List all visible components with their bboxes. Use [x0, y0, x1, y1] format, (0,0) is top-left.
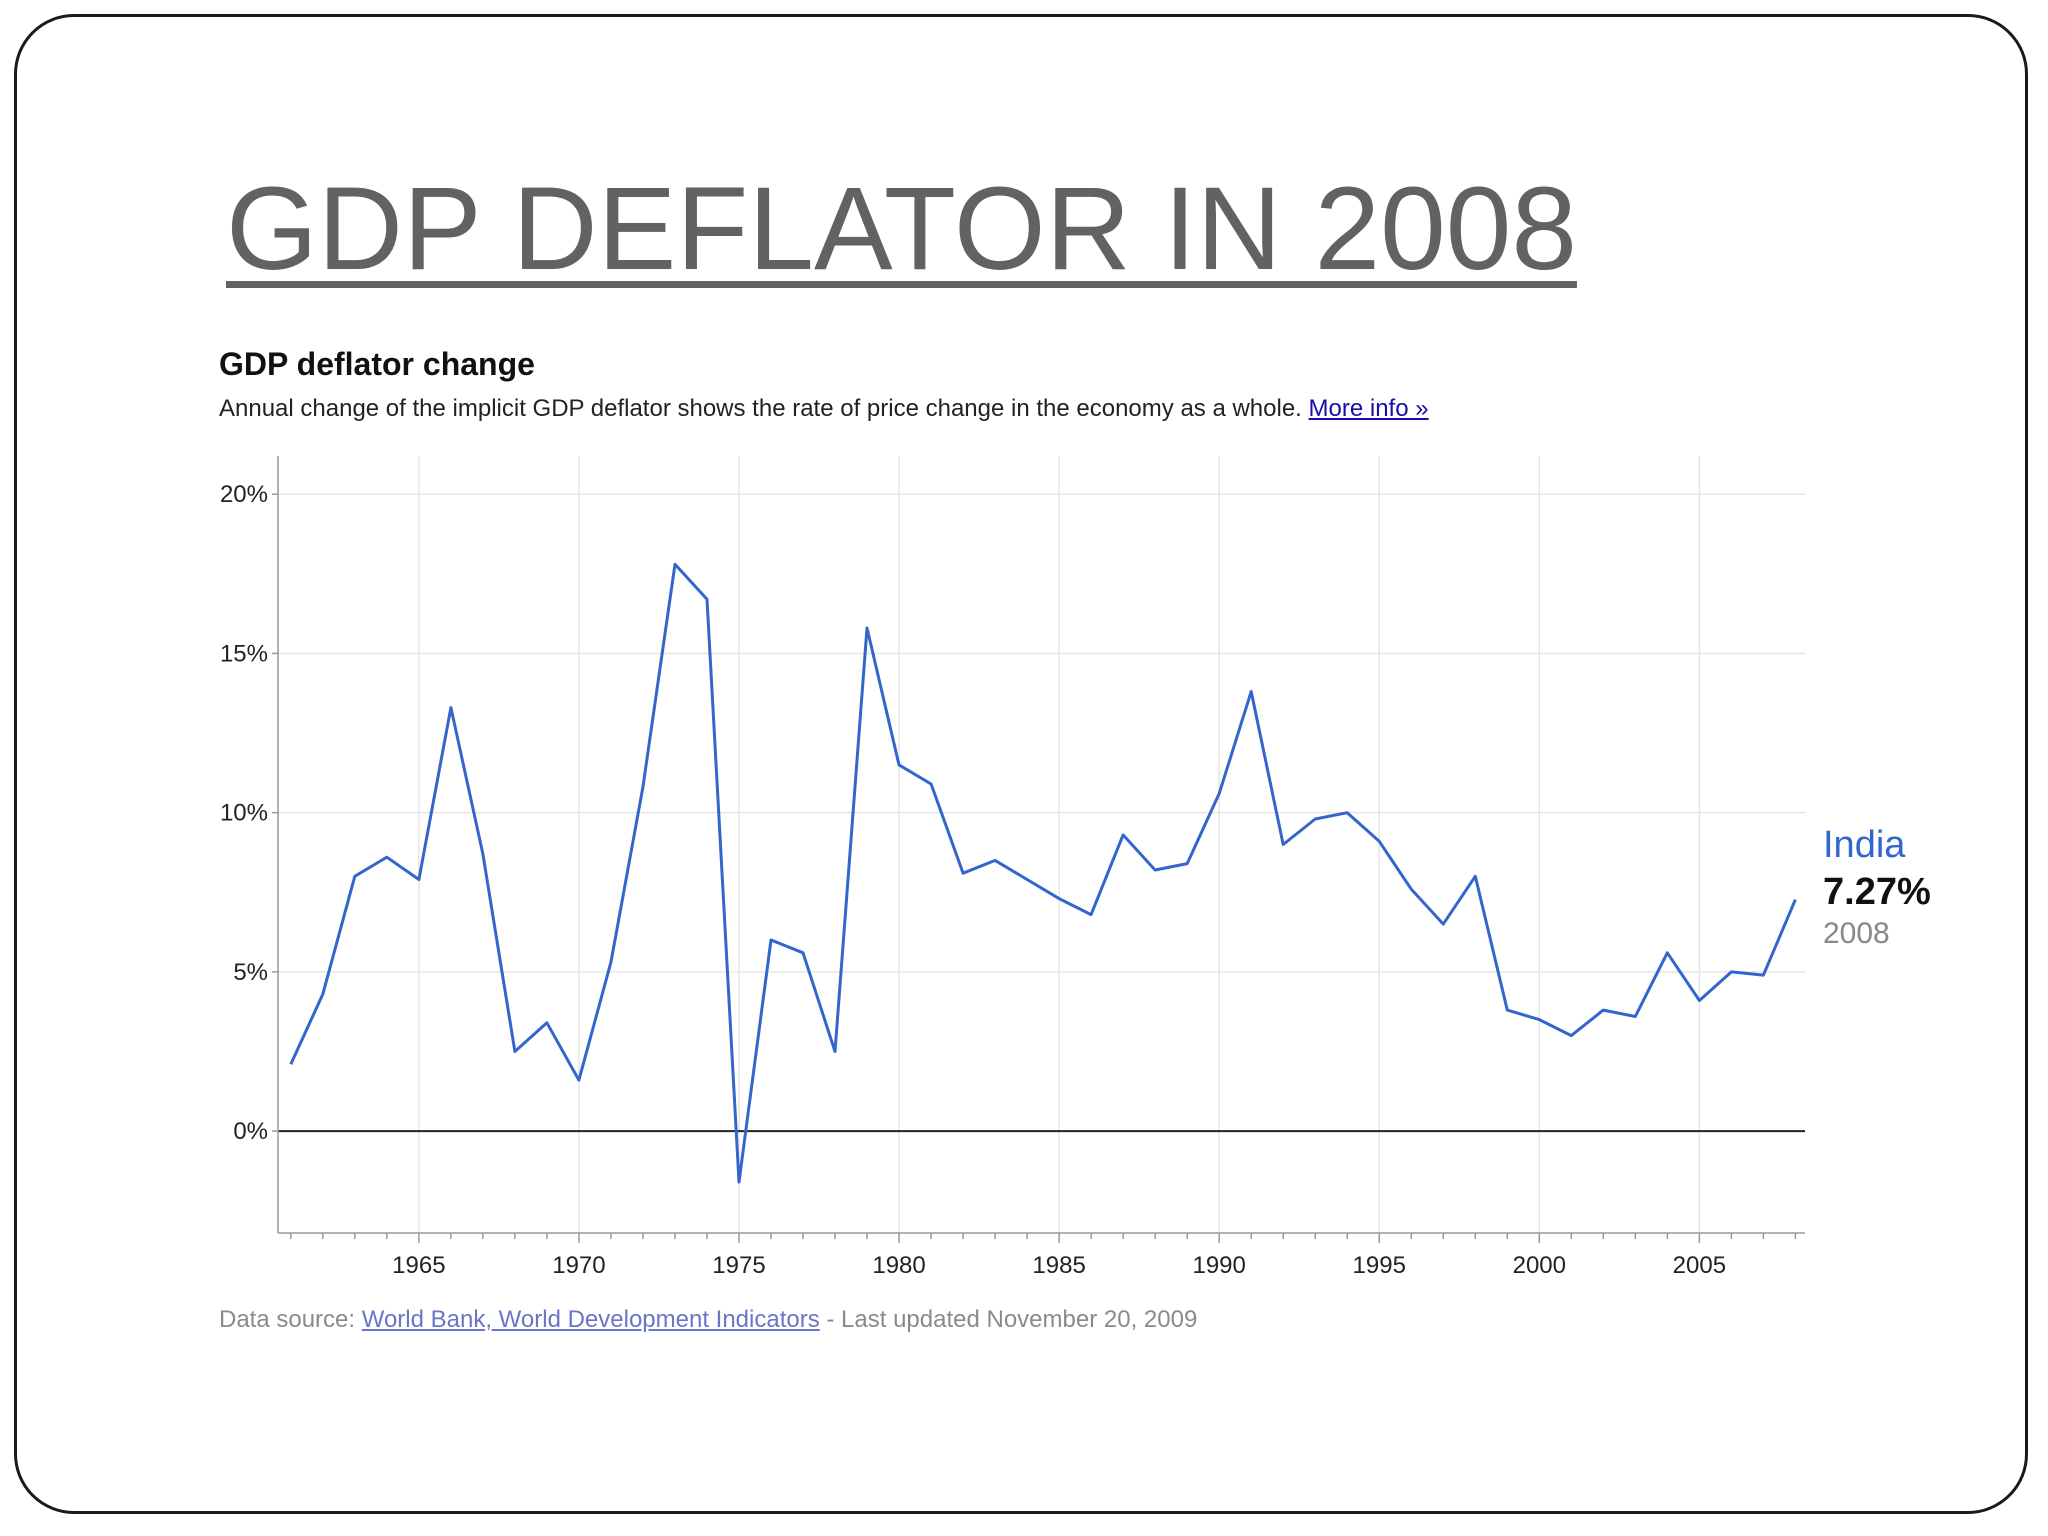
y-tick-label: 0%	[233, 1118, 268, 1145]
data-source-row: Data source: World Bank, World Developme…	[219, 1306, 1197, 1334]
data-source-prefix: Data source:	[219, 1306, 362, 1333]
chart-heading: GDP deflator change	[219, 346, 535, 382]
slide-title: GDP DEFLATOR IN 2008	[226, 163, 1577, 295]
india-series-line	[289, 562, 1797, 1184]
data-source-link[interactable]: World Bank, World Development Indicators	[361, 1306, 820, 1333]
x-tick-label: 1975	[712, 1252, 765, 1279]
x-tick-label: 2000	[1513, 1252, 1566, 1279]
x-tick-label: 2005	[1673, 1252, 1726, 1279]
y-tick-label: 15%	[220, 640, 268, 667]
x-tick-label: 1985	[1032, 1252, 1085, 1279]
y-tick-label: 10%	[220, 800, 268, 827]
series-name-label: India	[1823, 824, 1906, 866]
chart-description: Annual change of the implicit GDP deflat…	[219, 395, 1302, 422]
more-info-link[interactable]: More info »	[1308, 395, 1429, 422]
y-tick-label: 5%	[233, 959, 268, 986]
y-tick-label: 20%	[220, 481, 268, 508]
chart-description-row: Annual change of the implicit GDP deflat…	[219, 395, 1429, 423]
gdp-deflator-line-chart: 0% 5% 10% 15% 20% 1965 1970 1975 1980 1985 1990 199…	[220, 456, 1930, 1279]
x-tick-label: 1990	[1192, 1252, 1245, 1279]
x-tick-label: 1995	[1353, 1252, 1406, 1279]
x-tick-label: 1965	[392, 1252, 445, 1279]
x-tick-label: 1970	[552, 1252, 605, 1279]
data-source-suffix: - Last updated November 20, 2009	[819, 1306, 1198, 1333]
series-end-value: 7.27%	[1823, 871, 1930, 913]
series-end-year: 2008	[1823, 917, 1890, 950]
slide-frame	[14, 14, 2028, 1514]
x-tick-label: 1980	[872, 1252, 925, 1279]
